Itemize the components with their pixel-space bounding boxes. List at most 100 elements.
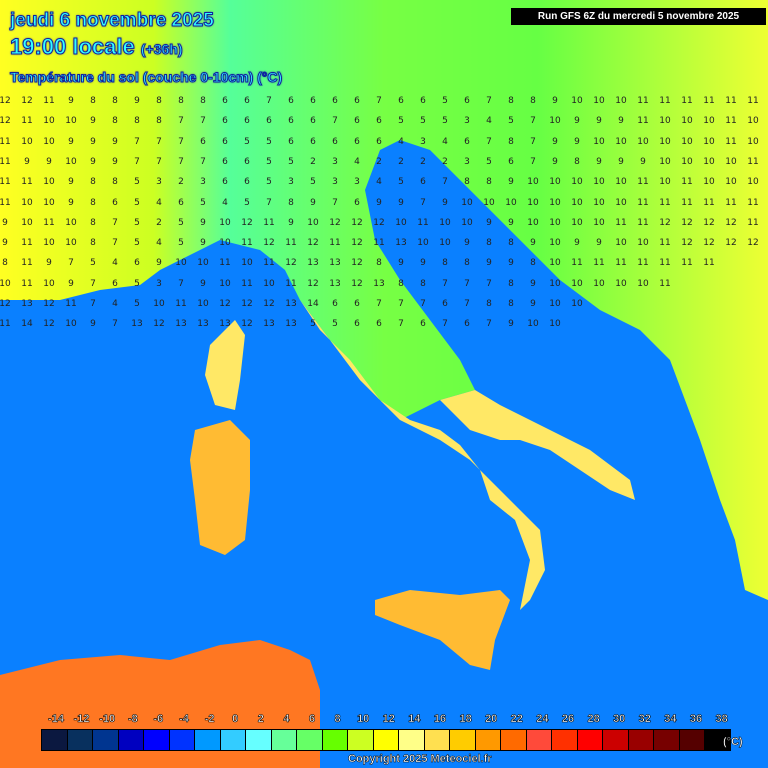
grid-value: 11 bbox=[659, 96, 671, 106]
grid-value: 12 bbox=[703, 217, 715, 228]
grid-value: 6 bbox=[354, 136, 360, 147]
grid-value: 14 bbox=[21, 319, 33, 330]
grid-value: 12 bbox=[0, 96, 11, 106]
grid-value: 10 bbox=[747, 136, 759, 147]
grid-value: 11 bbox=[681, 197, 693, 208]
grid-value: 11 bbox=[725, 197, 737, 208]
grid-value: 10 bbox=[747, 116, 759, 127]
grid-value: 3 bbox=[156, 278, 162, 289]
grid-value: 9 bbox=[596, 156, 602, 167]
grid-value: 10 bbox=[747, 177, 759, 188]
grid-value: 6 bbox=[134, 258, 140, 269]
grid-value: 7 bbox=[398, 319, 404, 330]
grid-value: 12 bbox=[285, 258, 297, 269]
grid-value: 10 bbox=[263, 278, 275, 289]
grid-value: 12 bbox=[43, 319, 55, 330]
legend-swatch bbox=[271, 730, 297, 750]
grid-value: 13 bbox=[219, 319, 231, 330]
grid-value: 5 bbox=[134, 217, 140, 228]
grid-value: 12 bbox=[263, 299, 275, 309]
legend-label: 12 bbox=[382, 713, 395, 726]
legend-swatch bbox=[577, 730, 603, 750]
grid-value: 6 bbox=[464, 96, 470, 106]
grid-value: 7 bbox=[486, 278, 492, 289]
grid-value: 4 bbox=[112, 258, 118, 269]
grid-value: 6 bbox=[354, 197, 360, 208]
grid-value: 10 bbox=[527, 217, 539, 228]
grid-value: 11 bbox=[175, 299, 187, 309]
grid-value: 7 bbox=[464, 278, 470, 289]
grid-value: 7 bbox=[112, 217, 118, 228]
grid-value: 2 bbox=[178, 177, 184, 188]
grid-value: 10 bbox=[0, 278, 11, 289]
legend-label: 26 bbox=[561, 713, 575, 726]
grid-value: 9 bbox=[552, 156, 558, 167]
grid-value: 6 bbox=[112, 197, 118, 208]
grid-value: 6 bbox=[354, 96, 360, 106]
grid-value: 7 bbox=[398, 299, 404, 309]
legend-label: -10 bbox=[99, 713, 116, 726]
grid-value: 9 bbox=[398, 197, 404, 208]
grid-value: 6 bbox=[376, 116, 382, 127]
grid-value: 12 bbox=[153, 319, 165, 330]
forecast-date: jeudi 6 novembre 2025 bbox=[10, 10, 215, 32]
grid-value: 12 bbox=[219, 299, 231, 309]
grid-value: 9 bbox=[574, 238, 580, 249]
legend-swatch bbox=[552, 730, 578, 750]
grid-value: 10 bbox=[615, 177, 627, 188]
grid-value: 5 bbox=[244, 136, 250, 147]
grid-value: 2 bbox=[442, 156, 448, 167]
grid-value: 11 bbox=[659, 258, 671, 269]
grid-value: 12 bbox=[681, 238, 693, 249]
grid-value: 5 bbox=[442, 116, 448, 127]
grid-value: 4 bbox=[354, 156, 360, 167]
grid-value: 9 bbox=[200, 217, 206, 228]
grid-value: 7 bbox=[420, 197, 426, 208]
grid-value: 8 bbox=[508, 299, 514, 309]
grid-value: 4 bbox=[376, 177, 382, 188]
grid-value: 10 bbox=[439, 217, 451, 228]
grid-value: 10 bbox=[615, 278, 627, 289]
grid-value: 10 bbox=[197, 299, 209, 309]
grid-value: 9 bbox=[68, 96, 74, 106]
grid-value: 9 bbox=[90, 156, 96, 167]
grid-value: 10 bbox=[153, 299, 165, 309]
legend-unit: (°C) bbox=[723, 736, 743, 749]
grid-value: 10 bbox=[65, 116, 77, 127]
grid-value: 11 bbox=[219, 258, 231, 269]
legend-label: -14 bbox=[48, 713, 65, 726]
grid-value: 8 bbox=[90, 197, 96, 208]
grid-value: 7 bbox=[420, 299, 426, 309]
legend-swatch bbox=[42, 730, 68, 750]
grid-value: 10 bbox=[571, 217, 583, 228]
grid-value: 10 bbox=[659, 136, 671, 147]
legend-label: -4 bbox=[179, 713, 189, 726]
grid-value: 13 bbox=[329, 258, 341, 269]
grid-value: 3 bbox=[200, 177, 206, 188]
grid-value: 7 bbox=[112, 319, 118, 330]
legend-label: -6 bbox=[153, 713, 164, 726]
grid-value: 5 bbox=[266, 156, 272, 167]
grid-value: 6 bbox=[464, 136, 470, 147]
grid-value: 10 bbox=[43, 197, 55, 208]
grid-value: 11 bbox=[0, 319, 11, 330]
grid-value: 7 bbox=[90, 278, 96, 289]
grid-value: 4 bbox=[156, 197, 162, 208]
grid-value: 8 bbox=[508, 278, 514, 289]
grid-value: 10 bbox=[219, 278, 231, 289]
grid-value: 11 bbox=[43, 217, 55, 228]
grid-value: 5 bbox=[90, 258, 96, 269]
grid-value: 13 bbox=[329, 278, 341, 289]
grid-value: 12 bbox=[351, 258, 363, 269]
grid-value: 8 bbox=[288, 197, 294, 208]
grid-value: 9 bbox=[574, 136, 580, 147]
grid-value: 12 bbox=[307, 278, 319, 289]
grid-value: 10 bbox=[659, 116, 671, 127]
grid-value: 5 bbox=[134, 299, 140, 309]
grid-value: 6 bbox=[376, 319, 382, 330]
grid-value: 5 bbox=[420, 116, 426, 127]
grid-value: 13 bbox=[285, 299, 297, 309]
grid-value: 12 bbox=[725, 238, 737, 249]
grid-value: 7 bbox=[442, 278, 448, 289]
grid-value: 11 bbox=[43, 96, 55, 106]
